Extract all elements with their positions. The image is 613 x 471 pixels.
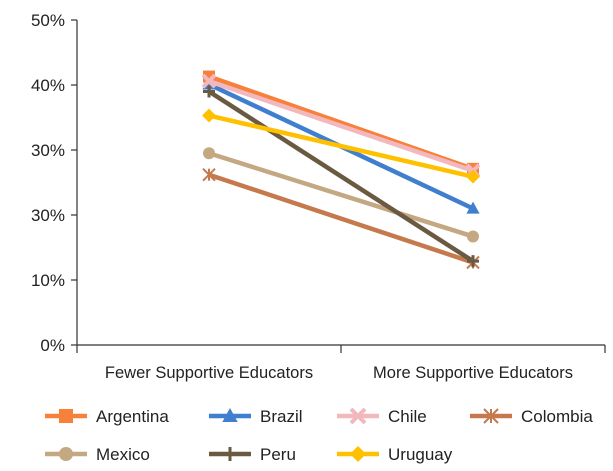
y-tick-label: 50% [31, 11, 65, 30]
legend-item-chile: Chile [337, 407, 427, 426]
series-uruguay [202, 108, 480, 184]
legend-marker-chile [349, 407, 367, 425]
legend-item-peru: Peru [209, 445, 296, 464]
y-tick-label: 30% [31, 206, 65, 225]
legend-marker-peru [223, 447, 237, 461]
data-point-brazil [466, 201, 480, 214]
series-peru [203, 85, 479, 268]
legend-label-uruguay: Uruguay [388, 445, 453, 464]
data-point-uruguay [466, 169, 480, 184]
y-tick-label: 0% [40, 336, 65, 355]
legend-item-brazil: Brazil [209, 407, 303, 426]
legend-item-argentina: Argentina [45, 407, 169, 426]
legend-label-colombia: Colombia [521, 407, 593, 426]
y-tick-label: 10% [31, 271, 65, 290]
data-point-mexico [203, 147, 215, 160]
legend-item-mexico: Mexico [45, 445, 150, 464]
legend-marker-mexico [59, 447, 73, 461]
series-line-mexico [208, 151, 474, 239]
series-line-peru [207, 89, 475, 264]
legend-item-colombia: Colombia [470, 407, 593, 426]
legend-item-uruguay: Uruguay [337, 445, 453, 464]
data-point-chile [201, 73, 217, 89]
series-mexico [203, 147, 479, 243]
legend-marker-colombia [483, 408, 499, 424]
legend-label-mexico: Mexico [96, 445, 150, 464]
data-point-mexico [467, 230, 479, 243]
data-point-peru [203, 85, 215, 98]
series-line-colombia [208, 172, 474, 265]
data-point-uruguay [202, 108, 216, 123]
y-tick-label: 40% [31, 76, 65, 95]
series-line-argentina [208, 74, 474, 171]
legend-label-chile: Chile [388, 407, 427, 426]
data-point-colombia [202, 167, 216, 182]
series-line-chile [208, 78, 474, 173]
legend-label-brazil: Brazil [260, 407, 303, 426]
x-tick-labels: Fewer Supportive Educators More Supportiv… [105, 364, 573, 382]
x-tick-label: Fewer Supportive Educators [105, 364, 313, 382]
series-line-uruguay [208, 113, 474, 179]
legend-label-argentina: Argentina [96, 407, 169, 426]
legend-label-peru: Peru [260, 445, 296, 464]
y-tick-label: 30% [31, 141, 65, 160]
legend: Argentina Brazil Chile Colombia Mexico Peru Ur… [45, 407, 593, 464]
series-layer [201, 70, 481, 270]
axes [71, 19, 606, 353]
series-colombia [202, 167, 480, 270]
legend-marker-argentina [59, 409, 73, 423]
x-tick-label: More Supportive Educators [373, 364, 573, 382]
y-tick-labels: 0% 10% 30% 30% 40% 50% [31, 11, 65, 355]
data-point-peru [467, 255, 479, 268]
legend-marker-uruguay [349, 445, 367, 463]
legend-marker-brazil [222, 407, 238, 422]
